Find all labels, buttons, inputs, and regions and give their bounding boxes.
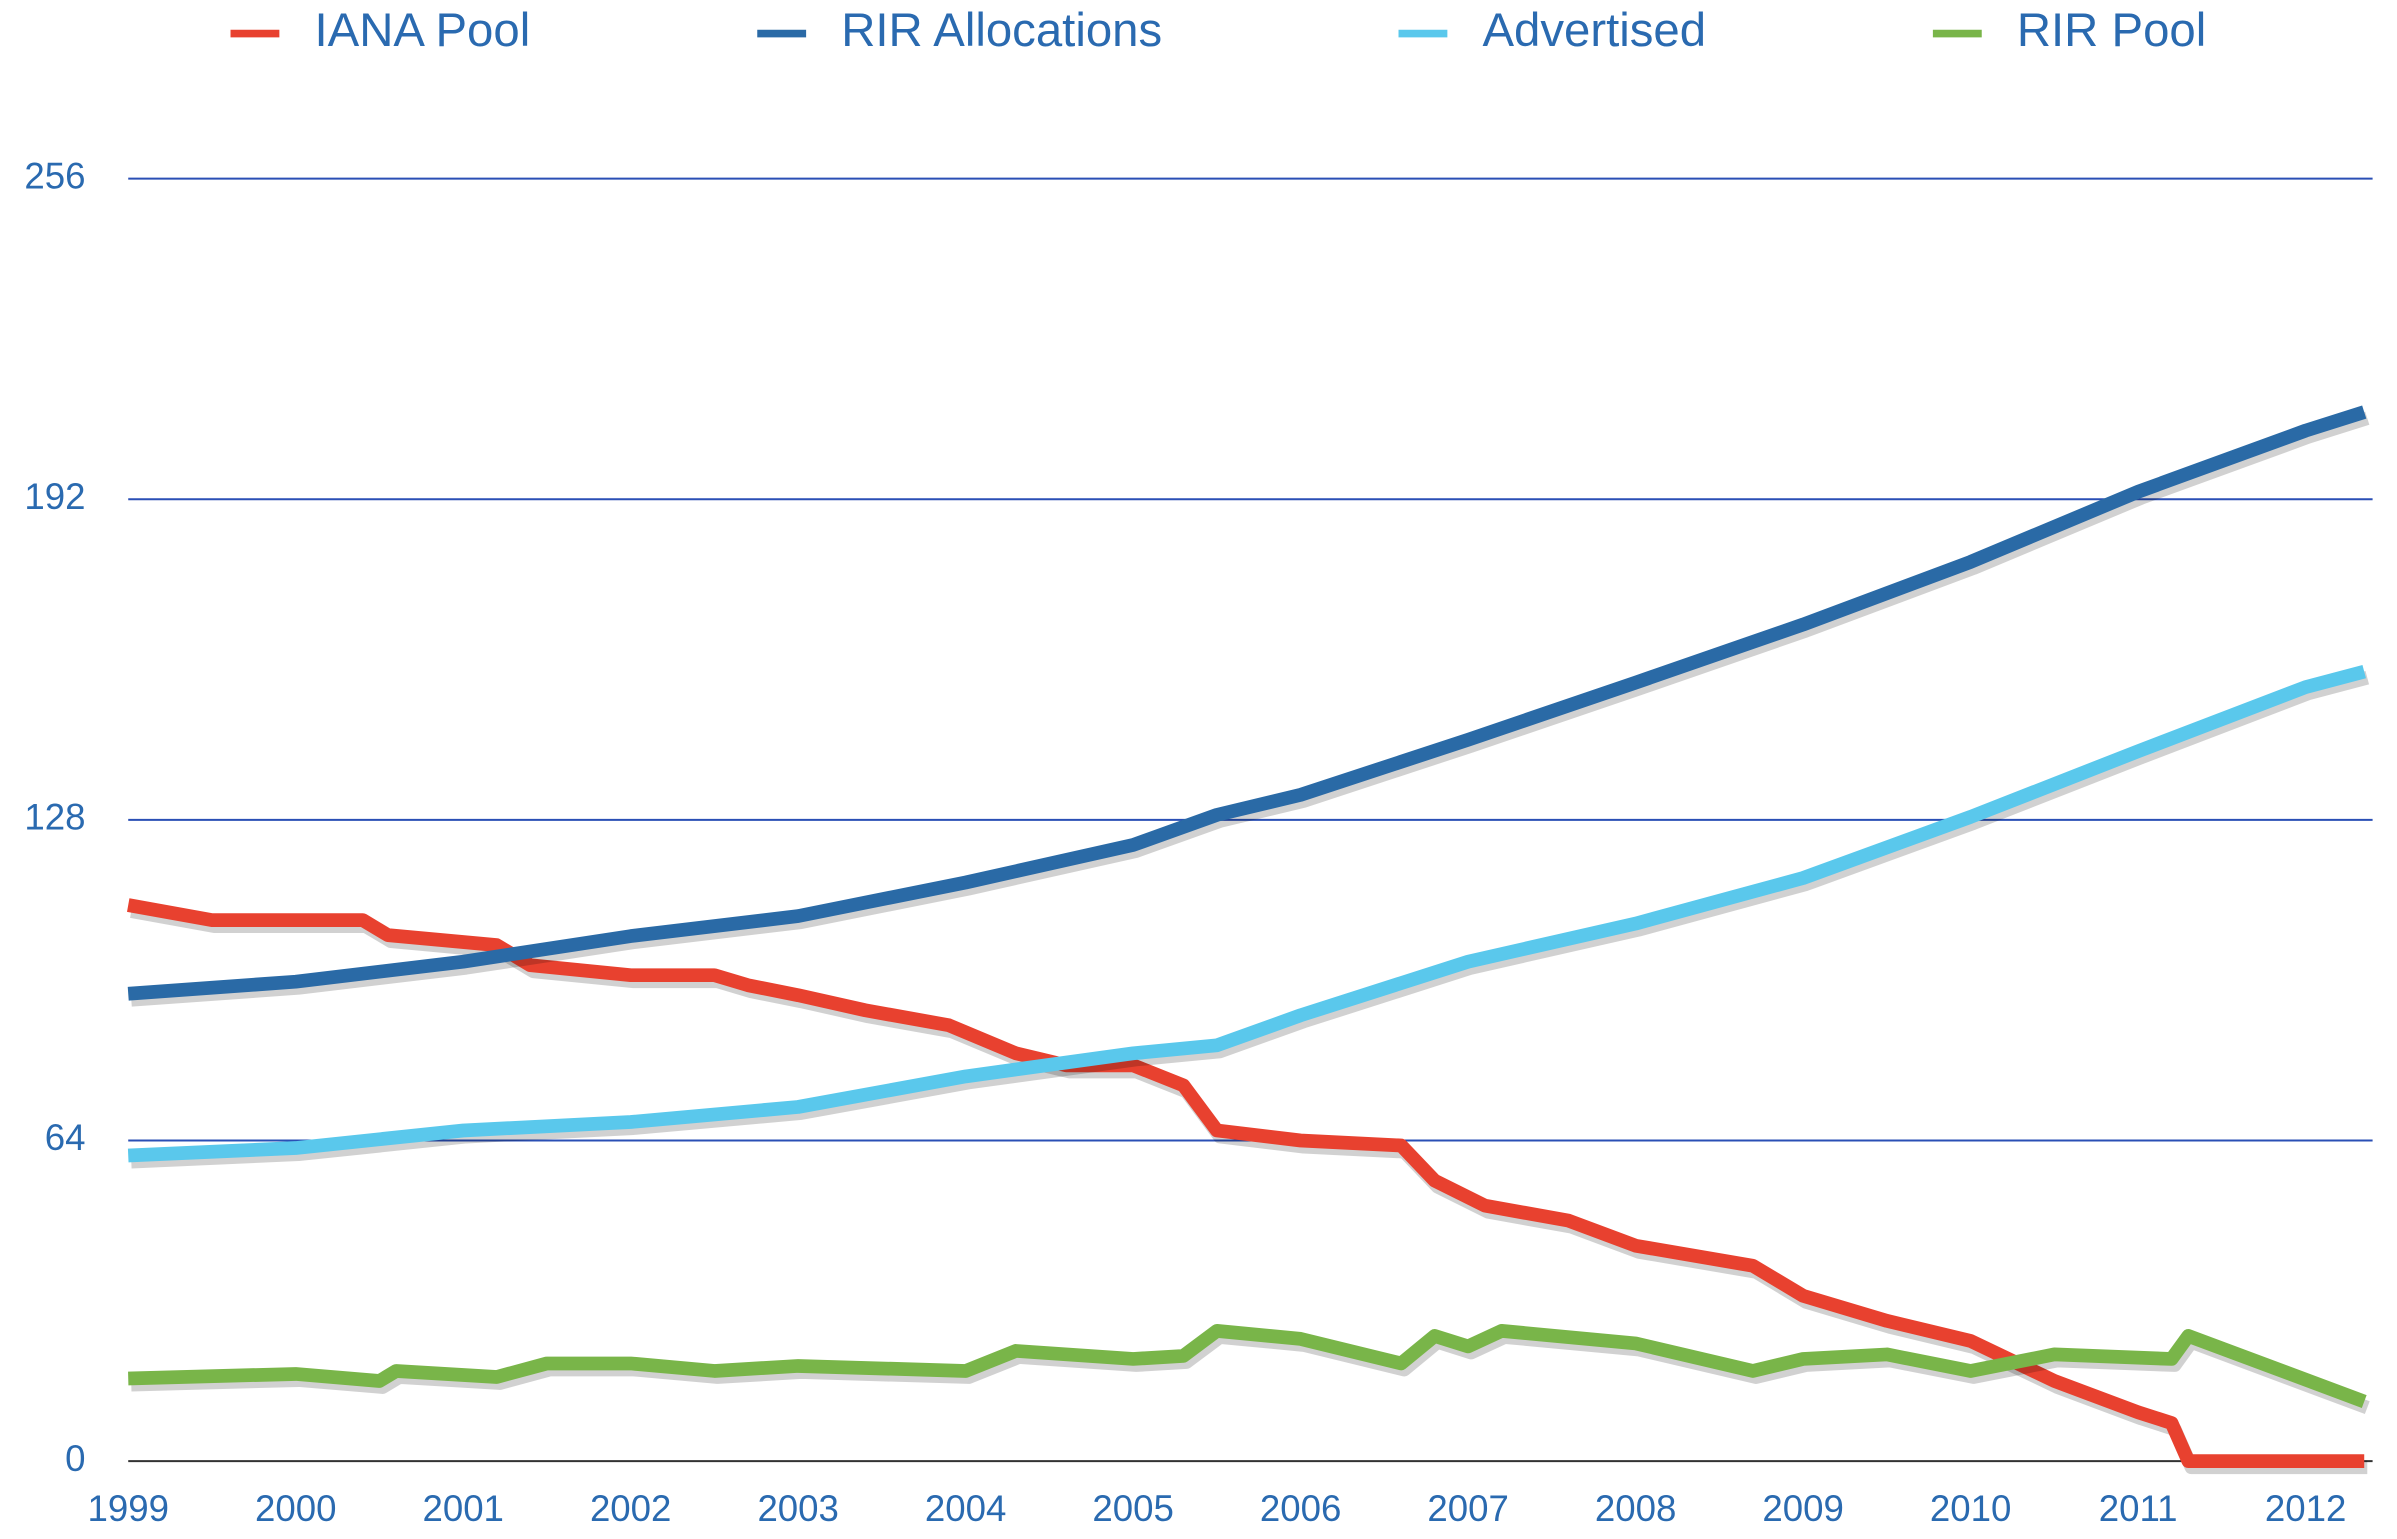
- y-tick-label: 192: [24, 476, 85, 517]
- y-tick-label: 256: [24, 155, 85, 196]
- x-tick-label: 1999: [87, 1488, 168, 1529]
- x-tick-label: 2008: [1595, 1488, 1676, 1529]
- x-tick-label: 2002: [590, 1488, 671, 1529]
- line: [127, 898, 2365, 1469]
- y-tick-label: 0: [65, 1438, 85, 1479]
- legend-label: RIR Pool: [2017, 4, 2206, 57]
- y-tick-label: 64: [45, 1117, 86, 1158]
- legend-label: Advertised: [1482, 4, 1706, 57]
- y-tick-label: 128: [24, 797, 85, 838]
- x-tick-label: 2007: [1427, 1488, 1508, 1529]
- legend-label: IANA Pool: [314, 4, 530, 57]
- x-tick-label: 2012: [2265, 1488, 2346, 1529]
- x-tick-label: 2003: [757, 1488, 838, 1529]
- x-tick-label: 2010: [1930, 1488, 2011, 1529]
- line: [127, 664, 2366, 1163]
- legend-label: RIR Allocations: [841, 4, 1162, 57]
- line-shadow: [130, 671, 2370, 1169]
- x-tick-label: 2011: [2099, 1488, 2178, 1529]
- x-tick-label: 2001: [422, 1488, 503, 1529]
- x-tick-label: 2006: [1260, 1488, 1341, 1529]
- line-shadow: [130, 411, 2370, 1007]
- x-tick-label: 2005: [1092, 1488, 1173, 1529]
- x-tick-label: 2000: [255, 1488, 336, 1529]
- x-tick-label: 2009: [1762, 1488, 1843, 1529]
- line: [128, 1324, 2367, 1408]
- x-tick-label: 2004: [925, 1488, 1006, 1529]
- line: [127, 405, 2367, 1001]
